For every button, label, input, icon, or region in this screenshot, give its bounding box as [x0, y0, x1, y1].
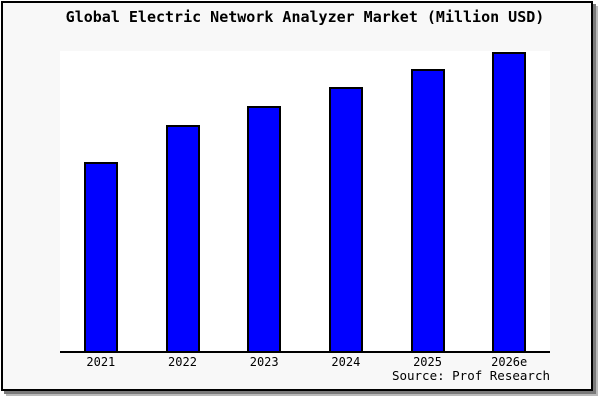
- bars-container: [60, 51, 550, 351]
- bar-slot-2025: [387, 51, 469, 351]
- bar-2025: [410, 69, 445, 351]
- x-tick-label-2025: 2025: [413, 355, 442, 369]
- bar-2022: [165, 125, 200, 351]
- source-note: Source: Prof Research: [391, 368, 550, 383]
- bar-2021: [83, 162, 118, 351]
- chart-frame: Global Electric Network Analyzer Market …: [1, 1, 593, 391]
- bar-2026e: [492, 52, 527, 351]
- chart-title: Global Electric Network Analyzer Market …: [65, 8, 545, 26]
- x-tick-label-2023: 2023: [249, 355, 279, 369]
- bar-slot-2023: [223, 51, 305, 351]
- bar-slot-2026e: [468, 51, 550, 351]
- bar-slot-2021: [60, 51, 142, 351]
- plot-area: [60, 51, 550, 353]
- bar-2024: [328, 87, 363, 351]
- bar-slot-2024: [305, 51, 387, 351]
- x-tick-label-2022: 2022: [168, 355, 197, 369]
- x-tick-label-2026e: 2026e: [491, 355, 528, 369]
- x-tick-label-2021: 2021: [86, 355, 116, 369]
- bar-slot-2022: [142, 51, 224, 351]
- bar-2023: [247, 106, 282, 351]
- x-tick-label-2024: 2024: [331, 355, 361, 369]
- x-axis-labels: 2021 2022 2023 2024 2025 2026e: [60, 355, 550, 369]
